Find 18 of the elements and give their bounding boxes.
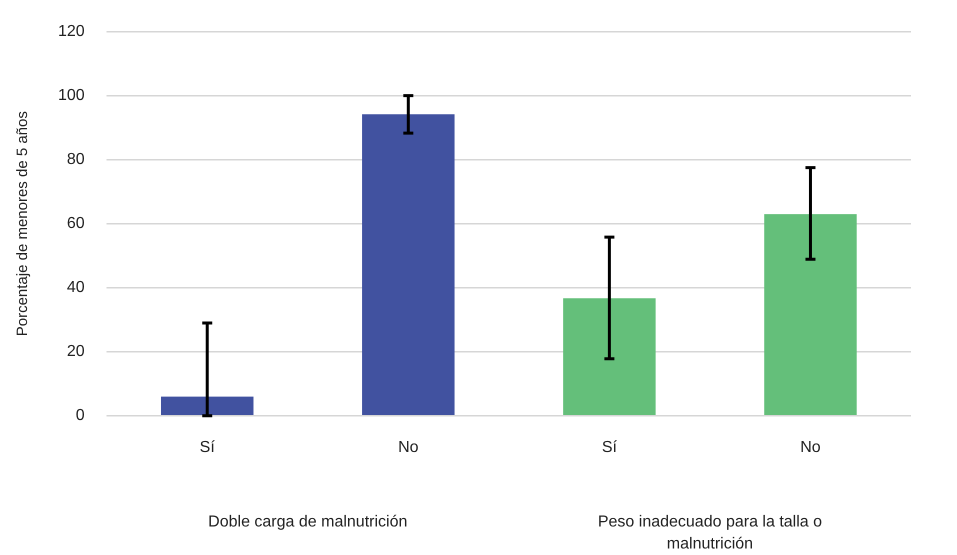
y-tick-label: 100: [58, 87, 85, 104]
x-tick-label: Sí: [200, 438, 216, 456]
y-tick-label: 80: [66, 151, 85, 168]
y-tick-label: 60: [66, 215, 85, 232]
bar: [764, 214, 857, 416]
bar: [160, 396, 254, 416]
y-tick-label: 0: [76, 407, 85, 424]
text: Peso inadecuado para la talla o malnutrición: [598, 513, 822, 552]
x-tick-label: Sí: [602, 438, 618, 456]
y-tick-label: 40: [66, 279, 85, 296]
y-axis-title: Porcentaje de menores de 5 años: [14, 111, 32, 336]
x-tick-label: No: [398, 438, 419, 456]
bar: [563, 298, 656, 416]
bar: [362, 114, 455, 416]
y-tick-label: 20: [66, 343, 85, 360]
y-tick-label: 120: [58, 23, 85, 40]
text: Doble carga de malnutrición: [208, 513, 408, 530]
x-tick-label: No: [800, 438, 821, 456]
